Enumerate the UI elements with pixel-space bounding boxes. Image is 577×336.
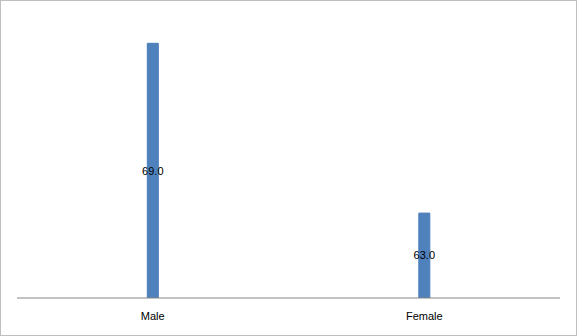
svg-text:Male: Male — [141, 310, 165, 322]
svg-text:63.0: 63.0 — [414, 249, 435, 261]
svg-text:Female: Female — [406, 310, 443, 322]
svg-text:69.0: 69.0 — [142, 165, 163, 177]
